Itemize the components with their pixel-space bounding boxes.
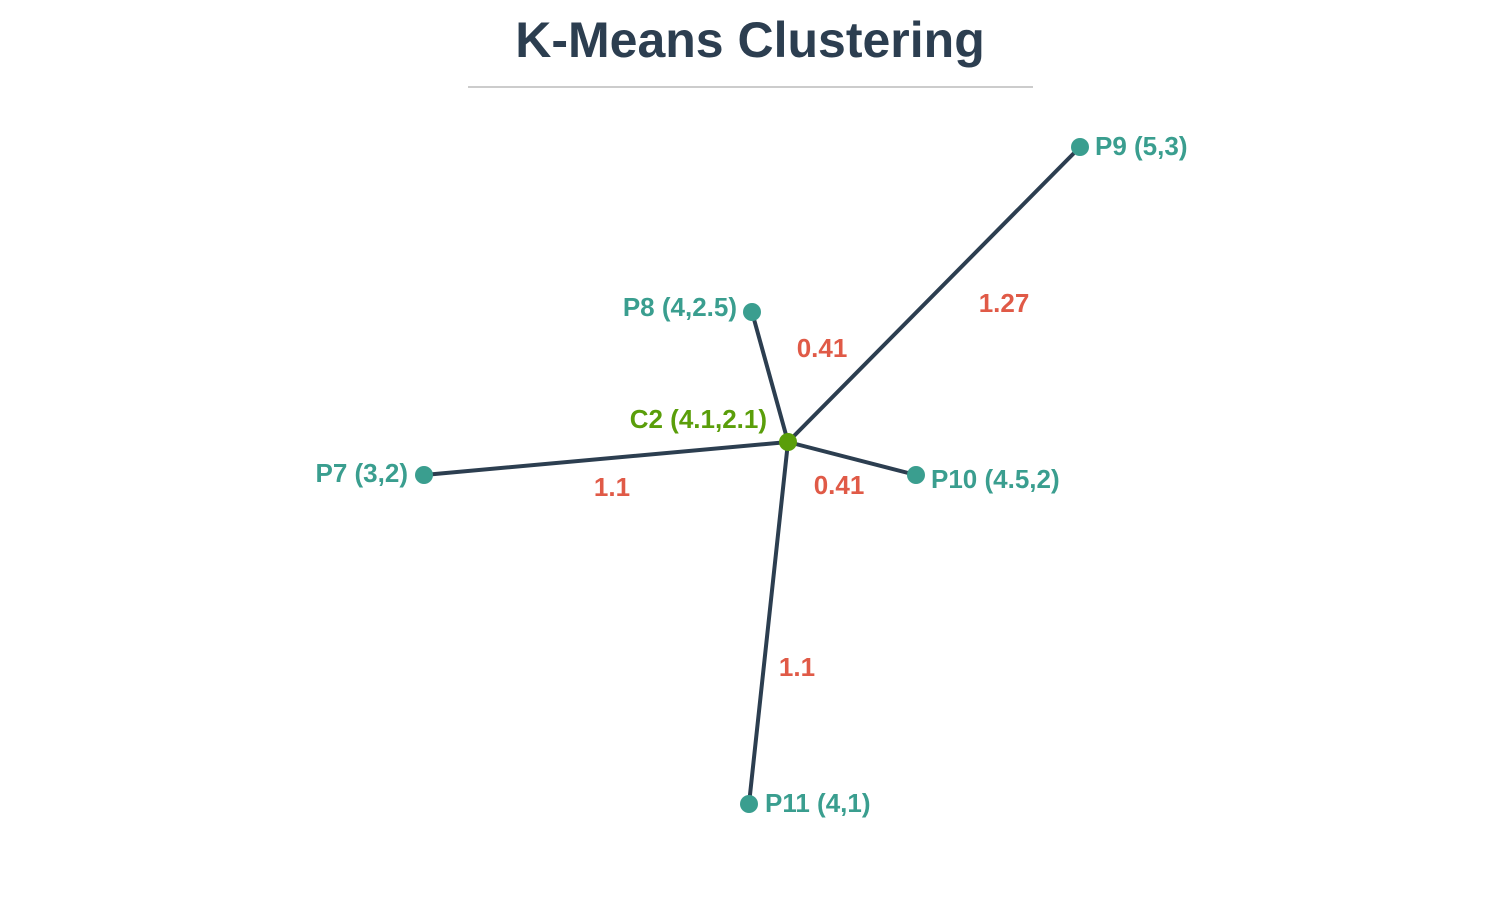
distance-label-p7: 1.1 bbox=[594, 472, 630, 502]
edge-c2-p11 bbox=[747, 440, 790, 806]
edge-c2-p8 bbox=[750, 310, 790, 444]
point-p11 bbox=[740, 795, 758, 813]
distance-label-p9: 1.27 bbox=[979, 288, 1030, 318]
page-title: K-Means Clustering bbox=[515, 12, 985, 68]
title-divider bbox=[468, 86, 1033, 88]
point-label-p11: P11 (4,1) bbox=[765, 788, 871, 818]
point-label-p10: P10 (4.5,2) bbox=[931, 464, 1060, 494]
point-p10 bbox=[907, 466, 925, 484]
point-labels: P7 (3,2) P8 (4,2.5) P9 (5,3) P10 (4.5,2)… bbox=[316, 131, 1188, 818]
centroid-c2 bbox=[779, 433, 797, 451]
point-p7 bbox=[415, 466, 433, 484]
point-label-p9: P9 (5,3) bbox=[1095, 131, 1188, 161]
point-p8 bbox=[743, 303, 761, 321]
distance-label-p11: 1.1 bbox=[779, 652, 815, 682]
point-label-p8: P8 (4,2.5) bbox=[623, 292, 737, 322]
points-layer bbox=[415, 138, 1089, 813]
point-p9 bbox=[1071, 138, 1089, 156]
edge-c2-p7 bbox=[422, 440, 790, 477]
edges-layer bbox=[422, 145, 1082, 806]
point-label-p7: P7 (3,2) bbox=[316, 458, 409, 488]
distance-label-p10: 0.41 bbox=[814, 470, 865, 500]
edge-c2-p9 bbox=[786, 145, 1082, 444]
distance-label-p8: 0.41 bbox=[797, 333, 848, 363]
centroid-label-c2: C2 (4.1,2.1) bbox=[630, 404, 767, 434]
edge-c2-p10 bbox=[786, 440, 918, 477]
distance-labels: 1.1 0.41 1.27 0.41 1.1 bbox=[594, 288, 1029, 682]
